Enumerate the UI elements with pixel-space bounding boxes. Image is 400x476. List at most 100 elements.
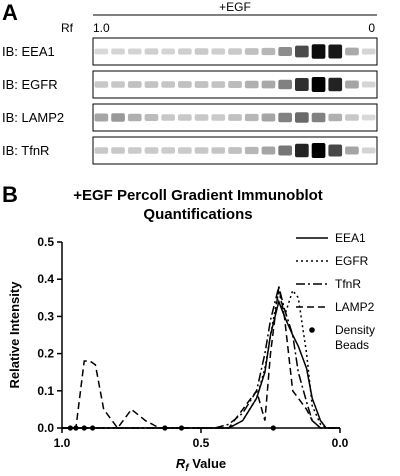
blot-band — [161, 81, 175, 88]
series-line-lamp2 — [62, 286, 340, 430]
y-tick-label: 0.1 — [37, 384, 54, 398]
legend-label: EGFR — [335, 254, 369, 268]
x-tick-label: 1.0 — [54, 436, 71, 450]
blot-band — [328, 144, 343, 157]
blot-band — [278, 47, 292, 56]
blot-band — [178, 147, 192, 154]
blot-band — [345, 80, 359, 89]
blot-band — [295, 112, 309, 123]
blot-label: IB: LAMP2 — [2, 110, 64, 125]
density-bead-point — [178, 425, 185, 431]
blot-band — [345, 47, 359, 56]
blot-band — [144, 81, 159, 88]
y-tick-label: 0.2 — [37, 347, 54, 361]
blot-band — [244, 113, 259, 122]
blot-band — [178, 114, 192, 121]
legend-label: Beads — [335, 338, 369, 352]
blot-band — [311, 44, 326, 59]
blot-band — [94, 113, 109, 122]
blot-band — [278, 112, 292, 123]
blot-band — [311, 143, 326, 158]
density-bead-point — [90, 425, 96, 431]
blot-band — [127, 81, 142, 88]
blot-panel: IB: EEA1 IB: EGFR IB: LAMP2 IB: TfnR — [2, 37, 378, 165]
blot-band — [211, 147, 226, 154]
blot-band — [111, 81, 125, 88]
panel-a-letter: A — [2, 0, 18, 25]
blot-row: IB: EGFR — [2, 70, 378, 99]
blot-band — [244, 48, 259, 55]
blot-band — [328, 44, 343, 59]
blot-band — [161, 147, 175, 154]
blot-band — [228, 147, 242, 154]
blot-band — [94, 81, 109, 88]
x-tick-label: 0.0 — [332, 436, 349, 450]
density-bead-point — [67, 425, 73, 431]
chart-title-line1: +EGF Percoll Gradient Immunoblot — [73, 187, 323, 204]
blot-band — [261, 146, 276, 155]
blot-band — [295, 78, 309, 91]
blot-band — [328, 113, 343, 122]
blot-band — [127, 48, 142, 55]
blot-band — [228, 81, 242, 88]
blot-band — [311, 77, 326, 92]
blot-band — [111, 147, 125, 154]
blot-band — [361, 114, 376, 121]
blot-band — [144, 147, 159, 154]
blot-band — [278, 79, 292, 90]
blot-label: IB: EEA1 — [2, 44, 55, 59]
blot-band — [161, 114, 175, 121]
blot-band — [161, 48, 175, 55]
chart-title-line2: Quantifications — [143, 206, 252, 223]
x-axis-title: Rf Value — [176, 456, 226, 474]
rf-label: Rf — [61, 21, 74, 35]
density-bead-point — [162, 425, 168, 431]
blot-band — [345, 146, 359, 155]
blot-band — [244, 80, 259, 89]
y-tick-label: 0.3 — [37, 309, 54, 323]
blot-band — [361, 48, 376, 55]
blot-band — [211, 81, 226, 88]
blot-band — [111, 113, 125, 122]
density-bead-point — [73, 425, 79, 431]
blot-band — [194, 114, 209, 121]
blot-band — [278, 145, 292, 156]
blot-label: IB: EGFR — [2, 77, 58, 92]
legend-label: Density — [335, 323, 375, 337]
blot-band — [111, 48, 125, 55]
blot-band — [178, 81, 192, 88]
blot-band — [94, 48, 109, 55]
blot-band — [244, 146, 259, 155]
x-tick-label: 0.5 — [193, 436, 210, 450]
blot-band — [127, 113, 142, 122]
blot-row: IB: EEA1 — [2, 37, 378, 66]
blot-band — [94, 147, 109, 154]
blot-band — [261, 80, 276, 89]
blot-label: IB: TfnR — [2, 143, 49, 158]
blot-band — [361, 147, 376, 154]
legend-label: TfnR — [335, 277, 361, 291]
blot-band — [261, 113, 276, 122]
density-bead-point — [81, 425, 87, 431]
blot-band — [295, 45, 309, 58]
rf-end-label: 0 — [368, 21, 375, 35]
blot-band — [178, 48, 192, 55]
blot-band — [211, 114, 226, 121]
density-bead-point — [270, 425, 276, 431]
blot-band — [228, 48, 242, 55]
blot-band — [194, 147, 209, 154]
blot-band — [261, 47, 276, 56]
blot-band — [295, 143, 309, 158]
blot-band — [194, 48, 209, 55]
blot-band — [194, 81, 209, 88]
blot-band — [311, 112, 326, 123]
y-tick-label: 0.4 — [37, 272, 54, 286]
legend-label: LAMP2 — [335, 300, 375, 314]
blot-row: IB: TfnR — [2, 136, 378, 165]
panel-b-letter: B — [2, 182, 18, 207]
blot-band — [361, 81, 376, 88]
blot-band — [228, 114, 242, 121]
blot-band — [127, 147, 142, 154]
blot-band — [345, 114, 359, 121]
